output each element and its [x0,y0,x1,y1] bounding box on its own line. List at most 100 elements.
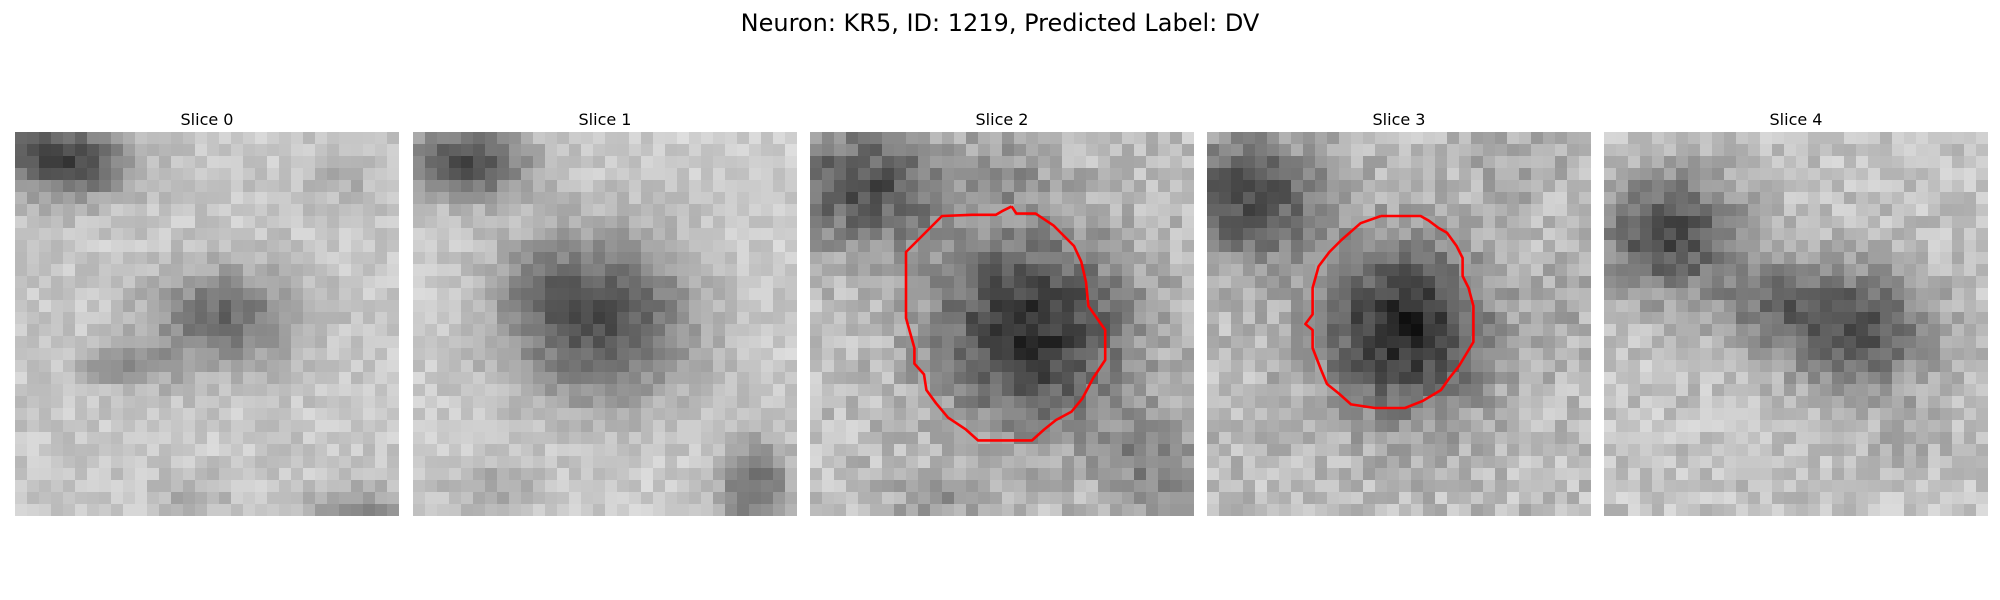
image-pixel [701,300,714,313]
image-pixel [1543,384,1556,397]
roi-contour [1304,214,1475,410]
image-pixel [509,288,522,301]
image-pixel [15,492,28,505]
image-pixel [1182,132,1194,145]
image-pixel [1628,324,1641,337]
image-pixel [1495,156,1508,169]
image-pixel [437,348,450,361]
image-pixel [918,252,931,265]
image-pixel [473,180,486,193]
image-pixel [1808,420,1821,433]
image-pixel [1387,240,1400,253]
image-pixel [1243,396,1256,409]
image-pixel [1146,168,1159,181]
image-pixel [1207,384,1220,397]
image-pixel [942,480,955,493]
image-pixel [677,444,690,457]
image-pixel [1399,444,1412,457]
image-pixel [1760,192,1773,205]
image-pixel [1219,480,1232,493]
image-pixel [1170,456,1183,469]
image-pixel [1724,216,1737,229]
image-pixel [303,480,316,493]
image-pixel [1676,384,1689,397]
image-pixel [1050,372,1063,385]
image-pixel [701,216,714,229]
image-pixel [1808,216,1821,229]
image-pixel [1664,360,1677,373]
image-pixel [966,444,979,457]
image-pixel [1170,324,1183,337]
image-pixel [1724,324,1737,337]
image-pixel [605,168,618,181]
image-pixel [1796,288,1809,301]
image-pixel [1543,132,1556,145]
image-pixel [1796,300,1809,313]
image-pixel [1098,312,1111,325]
image-pixel [351,168,364,181]
image-pixel [1279,444,1292,457]
image-pixel [27,444,40,457]
image-pixel [785,240,797,253]
image-pixel [1748,252,1761,265]
image-pixel [87,156,100,169]
image-pixel [1279,228,1292,241]
image-pixel [1868,336,1881,349]
image-pixel [509,192,522,205]
image-pixel [449,444,462,457]
image-pixel [1543,468,1556,481]
image-pixel [966,300,979,313]
image-pixel [846,444,859,457]
image-pixel [1916,384,1929,397]
image-pixel [279,504,292,516]
image-pixel [954,156,967,169]
image-pixel [1832,264,1845,277]
image-pixel [990,336,1003,349]
image-pixel [1303,384,1316,397]
image-pixel [1146,240,1159,253]
image-pixel [1219,300,1232,313]
image-pixel [1531,168,1544,181]
image-pixel [267,228,280,241]
image-pixel [449,312,462,325]
image-pixel [1423,480,1436,493]
image-pixel [1026,432,1039,445]
image-pixel [1928,252,1941,265]
image-pixel [1640,396,1653,409]
image-pixel [665,456,678,469]
image-pixel [773,192,786,205]
image-pixel [569,132,582,145]
image-pixel [1964,420,1977,433]
image-pixel [1327,504,1340,516]
image-pixel [1243,132,1256,145]
image-pixel [195,288,208,301]
image-pixel [291,396,304,409]
image-pixel [1664,288,1677,301]
image-pixel [822,228,835,241]
image-pixel [1086,324,1099,337]
image-pixel [1231,492,1244,505]
image-pixel [243,132,256,145]
image-pixel [183,456,196,469]
image-pixel [1616,360,1629,373]
image-pixel [243,312,256,325]
image-pixel [1459,468,1472,481]
image-pixel [75,252,88,265]
image-pixel [1411,276,1424,289]
image-pixel [485,216,498,229]
image-pixel [689,504,702,516]
image-pixel [1664,456,1677,469]
image-pixel [1399,276,1412,289]
image-pixel [1952,132,1965,145]
image-pixel [195,252,208,265]
image-pixel [1519,312,1532,325]
image-pixel [255,372,268,385]
image-pixel [725,468,738,481]
image-pixel [677,348,690,361]
image-pixel [1002,156,1015,169]
image-pixel [1832,204,1845,217]
image-pixel [1170,300,1183,313]
image-pixel [1182,252,1194,265]
image-pixel [1182,420,1194,433]
image-pixel [1339,216,1352,229]
